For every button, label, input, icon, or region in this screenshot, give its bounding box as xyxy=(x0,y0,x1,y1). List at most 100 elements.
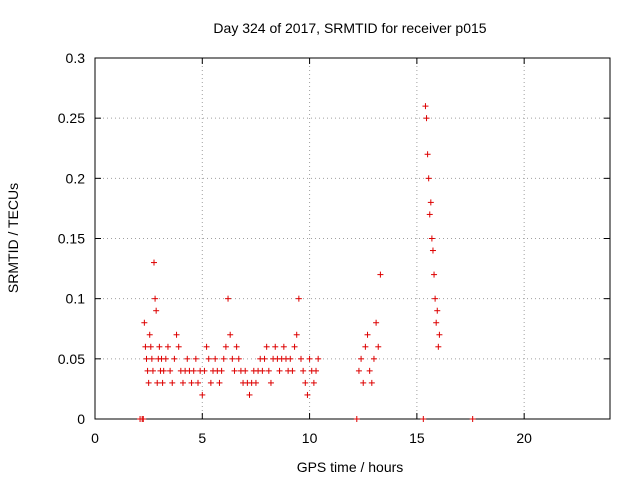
grid-lines xyxy=(95,58,610,419)
data-point xyxy=(313,367,320,374)
data-point xyxy=(300,367,307,374)
data-point xyxy=(436,331,443,338)
x-tick-label: 15 xyxy=(409,430,425,446)
data-point xyxy=(188,379,195,386)
data-point xyxy=(233,343,240,350)
data-point xyxy=(143,355,150,362)
x-tick-label: 20 xyxy=(516,430,532,446)
data-point xyxy=(423,115,430,122)
data-point xyxy=(355,367,362,374)
data-point xyxy=(184,355,191,362)
data-point xyxy=(175,343,182,350)
data-point xyxy=(306,355,313,362)
data-point xyxy=(425,175,432,182)
data-point xyxy=(431,271,438,278)
data-point xyxy=(265,367,272,374)
y-tick-label: 0.15 xyxy=(58,231,85,247)
data-point xyxy=(263,343,270,350)
data-point xyxy=(261,355,268,362)
data-point xyxy=(373,319,380,326)
data-point xyxy=(216,379,223,386)
data-point xyxy=(289,367,296,374)
x-axis-label: GPS time / hours xyxy=(297,459,404,475)
data-point xyxy=(154,379,161,386)
data-point xyxy=(235,355,242,362)
data-point xyxy=(259,367,266,374)
data-point xyxy=(229,355,236,362)
data-point xyxy=(246,391,253,398)
data-point xyxy=(276,367,283,374)
x-tick-label: 5 xyxy=(198,430,206,446)
data-point xyxy=(267,379,274,386)
data-point xyxy=(218,367,225,374)
chart-title: Day 324 of 2017, SRMTID for receiver p01… xyxy=(213,20,486,36)
data-point xyxy=(159,379,166,386)
data-point xyxy=(252,379,259,386)
data-point xyxy=(203,343,210,350)
data-point xyxy=(272,343,279,350)
data-point xyxy=(167,367,174,374)
data-point xyxy=(242,367,249,374)
data-point xyxy=(302,379,309,386)
axis-ticks: 0 5 10 15 20 0 0.05 0.1 0.15 0.2 0.25 0.3 xyxy=(58,50,610,446)
data-point xyxy=(141,319,148,326)
data-point xyxy=(205,355,212,362)
data-point xyxy=(146,331,153,338)
data-point xyxy=(142,343,149,350)
data-point xyxy=(192,355,199,362)
data-point xyxy=(469,416,476,422)
data-point xyxy=(287,355,294,362)
data-point xyxy=(151,259,158,266)
data-point xyxy=(173,331,180,338)
y-tick-label: 0.2 xyxy=(66,170,86,186)
data-point xyxy=(153,307,160,314)
data-point xyxy=(428,235,435,242)
data-point xyxy=(140,416,147,422)
data-point xyxy=(231,367,238,374)
data-point xyxy=(164,343,171,350)
data-point xyxy=(295,295,302,302)
y-tick-label: 0.05 xyxy=(58,351,85,367)
data-point xyxy=(227,331,234,338)
data-point xyxy=(220,355,227,362)
data-point xyxy=(375,343,382,350)
data-point xyxy=(280,343,287,350)
x-tick-label: 10 xyxy=(302,430,318,446)
data-point xyxy=(358,355,365,362)
data-point xyxy=(362,343,369,350)
y-tick-label: 0.1 xyxy=(66,291,86,307)
data-point xyxy=(195,379,201,386)
data-point xyxy=(432,295,439,302)
data-point xyxy=(370,355,377,362)
data-point xyxy=(212,355,219,362)
data-point xyxy=(426,211,433,218)
data-point xyxy=(199,391,206,398)
data-point xyxy=(149,367,156,374)
data-point xyxy=(169,379,176,386)
data-points xyxy=(137,103,476,422)
data-point xyxy=(434,307,441,314)
data-point xyxy=(171,355,178,362)
data-point xyxy=(422,103,429,110)
data-point xyxy=(190,367,197,374)
y-tick-label: 0.25 xyxy=(58,110,85,126)
data-point xyxy=(366,367,373,374)
y-tick-label: 0 xyxy=(77,411,85,427)
y-tick-label: 0.3 xyxy=(66,50,86,66)
data-point xyxy=(427,199,434,206)
data-point xyxy=(433,319,440,326)
data-point xyxy=(144,367,151,374)
data-point xyxy=(304,391,311,398)
data-point xyxy=(152,295,159,302)
data-point xyxy=(360,379,367,386)
data-point xyxy=(353,416,360,422)
data-point xyxy=(225,295,232,302)
x-tick-label: 0 xyxy=(91,430,99,446)
data-point xyxy=(293,331,300,338)
data-point xyxy=(368,379,375,386)
plot-frame xyxy=(94,57,611,420)
data-point xyxy=(145,379,152,386)
data-point xyxy=(162,355,169,362)
